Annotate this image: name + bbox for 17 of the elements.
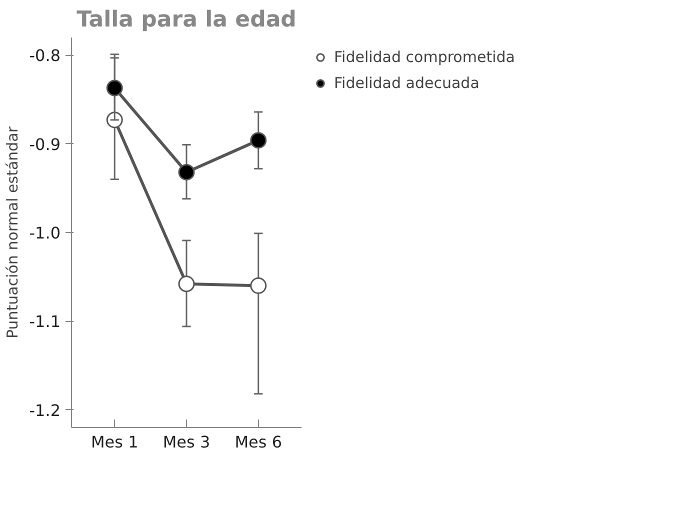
point: [178, 164, 195, 180]
y-tick-label: -0.9: [29, 134, 60, 154]
point: [178, 276, 195, 292]
chart-title: Talla para la edad: [76, 8, 296, 32]
y-axis-title: Puntuación normal estándar: [3, 126, 22, 339]
y-tick-label: -0.8: [29, 46, 60, 66]
x-tick-label: Mes 6: [234, 432, 282, 452]
x-tick-label: Mes 1: [91, 432, 138, 452]
y-tick-label: -1.2: [29, 400, 60, 420]
x-tick-label: Mes 3: [162, 432, 210, 452]
y-tick-label: -1.1: [29, 312, 60, 332]
legend-label: Fidelidad comprometida: [334, 48, 515, 66]
y-tick-label: -1.0: [29, 224, 60, 242]
legend-label: Fidelidad adecuada: [334, 74, 480, 92]
point: [106, 80, 123, 96]
point: [250, 132, 267, 149]
point: [250, 277, 267, 294]
